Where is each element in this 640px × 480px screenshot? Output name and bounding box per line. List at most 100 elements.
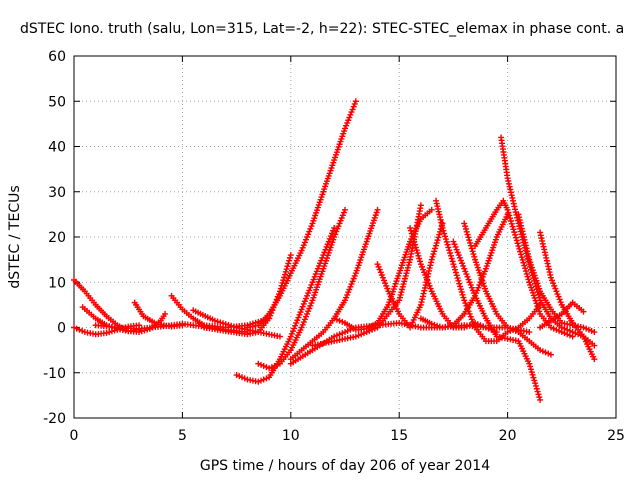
data-point	[300, 319, 307, 326]
data-point	[307, 225, 314, 232]
series-6	[168, 292, 273, 331]
data-point	[400, 281, 407, 288]
data-point	[342, 206, 348, 213]
data-point	[73, 325, 80, 332]
data-point	[591, 342, 598, 349]
series-7	[190, 307, 283, 340]
data-point	[306, 228, 313, 235]
data-point	[298, 324, 305, 331]
data-point	[417, 258, 424, 265]
data-point	[295, 314, 302, 321]
data-point	[462, 225, 469, 232]
data-point	[294, 317, 301, 324]
data-point	[591, 356, 598, 363]
data-point	[460, 294, 467, 301]
data-point	[375, 263, 382, 270]
data-point	[211, 317, 218, 324]
data-point	[457, 286, 464, 293]
data-point	[350, 325, 357, 332]
data-point	[522, 265, 529, 272]
data-point	[306, 287, 313, 294]
data-point	[539, 348, 546, 355]
data-point	[510, 226, 517, 233]
data-point	[512, 231, 519, 238]
data-point	[331, 315, 338, 322]
data-point	[297, 309, 304, 316]
data-point	[427, 285, 434, 292]
data-point	[537, 396, 544, 403]
data-point	[401, 275, 408, 282]
data-point	[588, 327, 595, 334]
data-point	[554, 291, 561, 298]
data-point	[282, 268, 289, 275]
data-point	[440, 227, 447, 234]
data-point	[339, 318, 346, 325]
data-point	[557, 299, 564, 306]
data-point	[527, 366, 534, 373]
data-point	[422, 272, 429, 279]
y-tick-label: 40	[48, 140, 66, 156]
data-point	[553, 288, 560, 295]
data-point	[346, 286, 353, 293]
data-point	[217, 319, 224, 326]
data-point	[103, 329, 110, 336]
data-point	[480, 271, 487, 278]
x-tick-label: 10	[282, 428, 300, 444]
data-point	[518, 254, 525, 261]
data-point	[342, 329, 348, 336]
data-point	[572, 330, 579, 337]
data-point	[347, 326, 354, 333]
data-point	[399, 283, 406, 290]
data-point	[330, 227, 337, 234]
data-point	[305, 308, 312, 315]
data-point	[347, 111, 354, 118]
data-point	[308, 300, 315, 307]
data-point	[343, 122, 350, 129]
data-point	[532, 380, 539, 387]
data-point	[531, 377, 538, 384]
data-point	[525, 276, 532, 283]
data-point	[441, 230, 448, 237]
data-point	[507, 215, 514, 222]
data-point	[553, 326, 560, 333]
data-point	[476, 281, 483, 288]
data-point	[439, 224, 446, 231]
data-point	[383, 282, 390, 289]
data-point	[547, 324, 554, 331]
data-point	[162, 310, 169, 317]
data-point	[432, 242, 439, 249]
data-point	[434, 237, 441, 244]
data-point	[300, 300, 307, 307]
data-point	[257, 361, 264, 368]
data-point	[299, 303, 306, 310]
data-point	[407, 224, 414, 231]
data-point	[351, 272, 358, 279]
data-point	[447, 250, 454, 257]
data-point	[413, 247, 420, 254]
data-point	[71, 324, 77, 331]
data-point	[179, 322, 186, 329]
data-point	[382, 280, 389, 287]
data-point	[349, 106, 356, 113]
data-point	[352, 333, 359, 340]
data-point	[328, 230, 335, 237]
data-point	[308, 223, 315, 230]
data-point	[514, 240, 521, 247]
data-point	[421, 269, 428, 276]
data-point	[286, 254, 293, 261]
data-point	[471, 253, 478, 260]
data-point	[349, 278, 356, 285]
data-point	[331, 333, 338, 340]
data-point	[463, 271, 470, 278]
series-21	[472, 197, 576, 340]
data-point	[436, 231, 443, 238]
data-point	[239, 374, 246, 381]
data-point	[301, 316, 308, 323]
data-point	[464, 231, 471, 238]
data-point	[304, 310, 311, 317]
data-point	[260, 376, 267, 383]
data-point	[522, 268, 529, 275]
data-marks	[71, 98, 598, 403]
data-point	[583, 325, 590, 332]
